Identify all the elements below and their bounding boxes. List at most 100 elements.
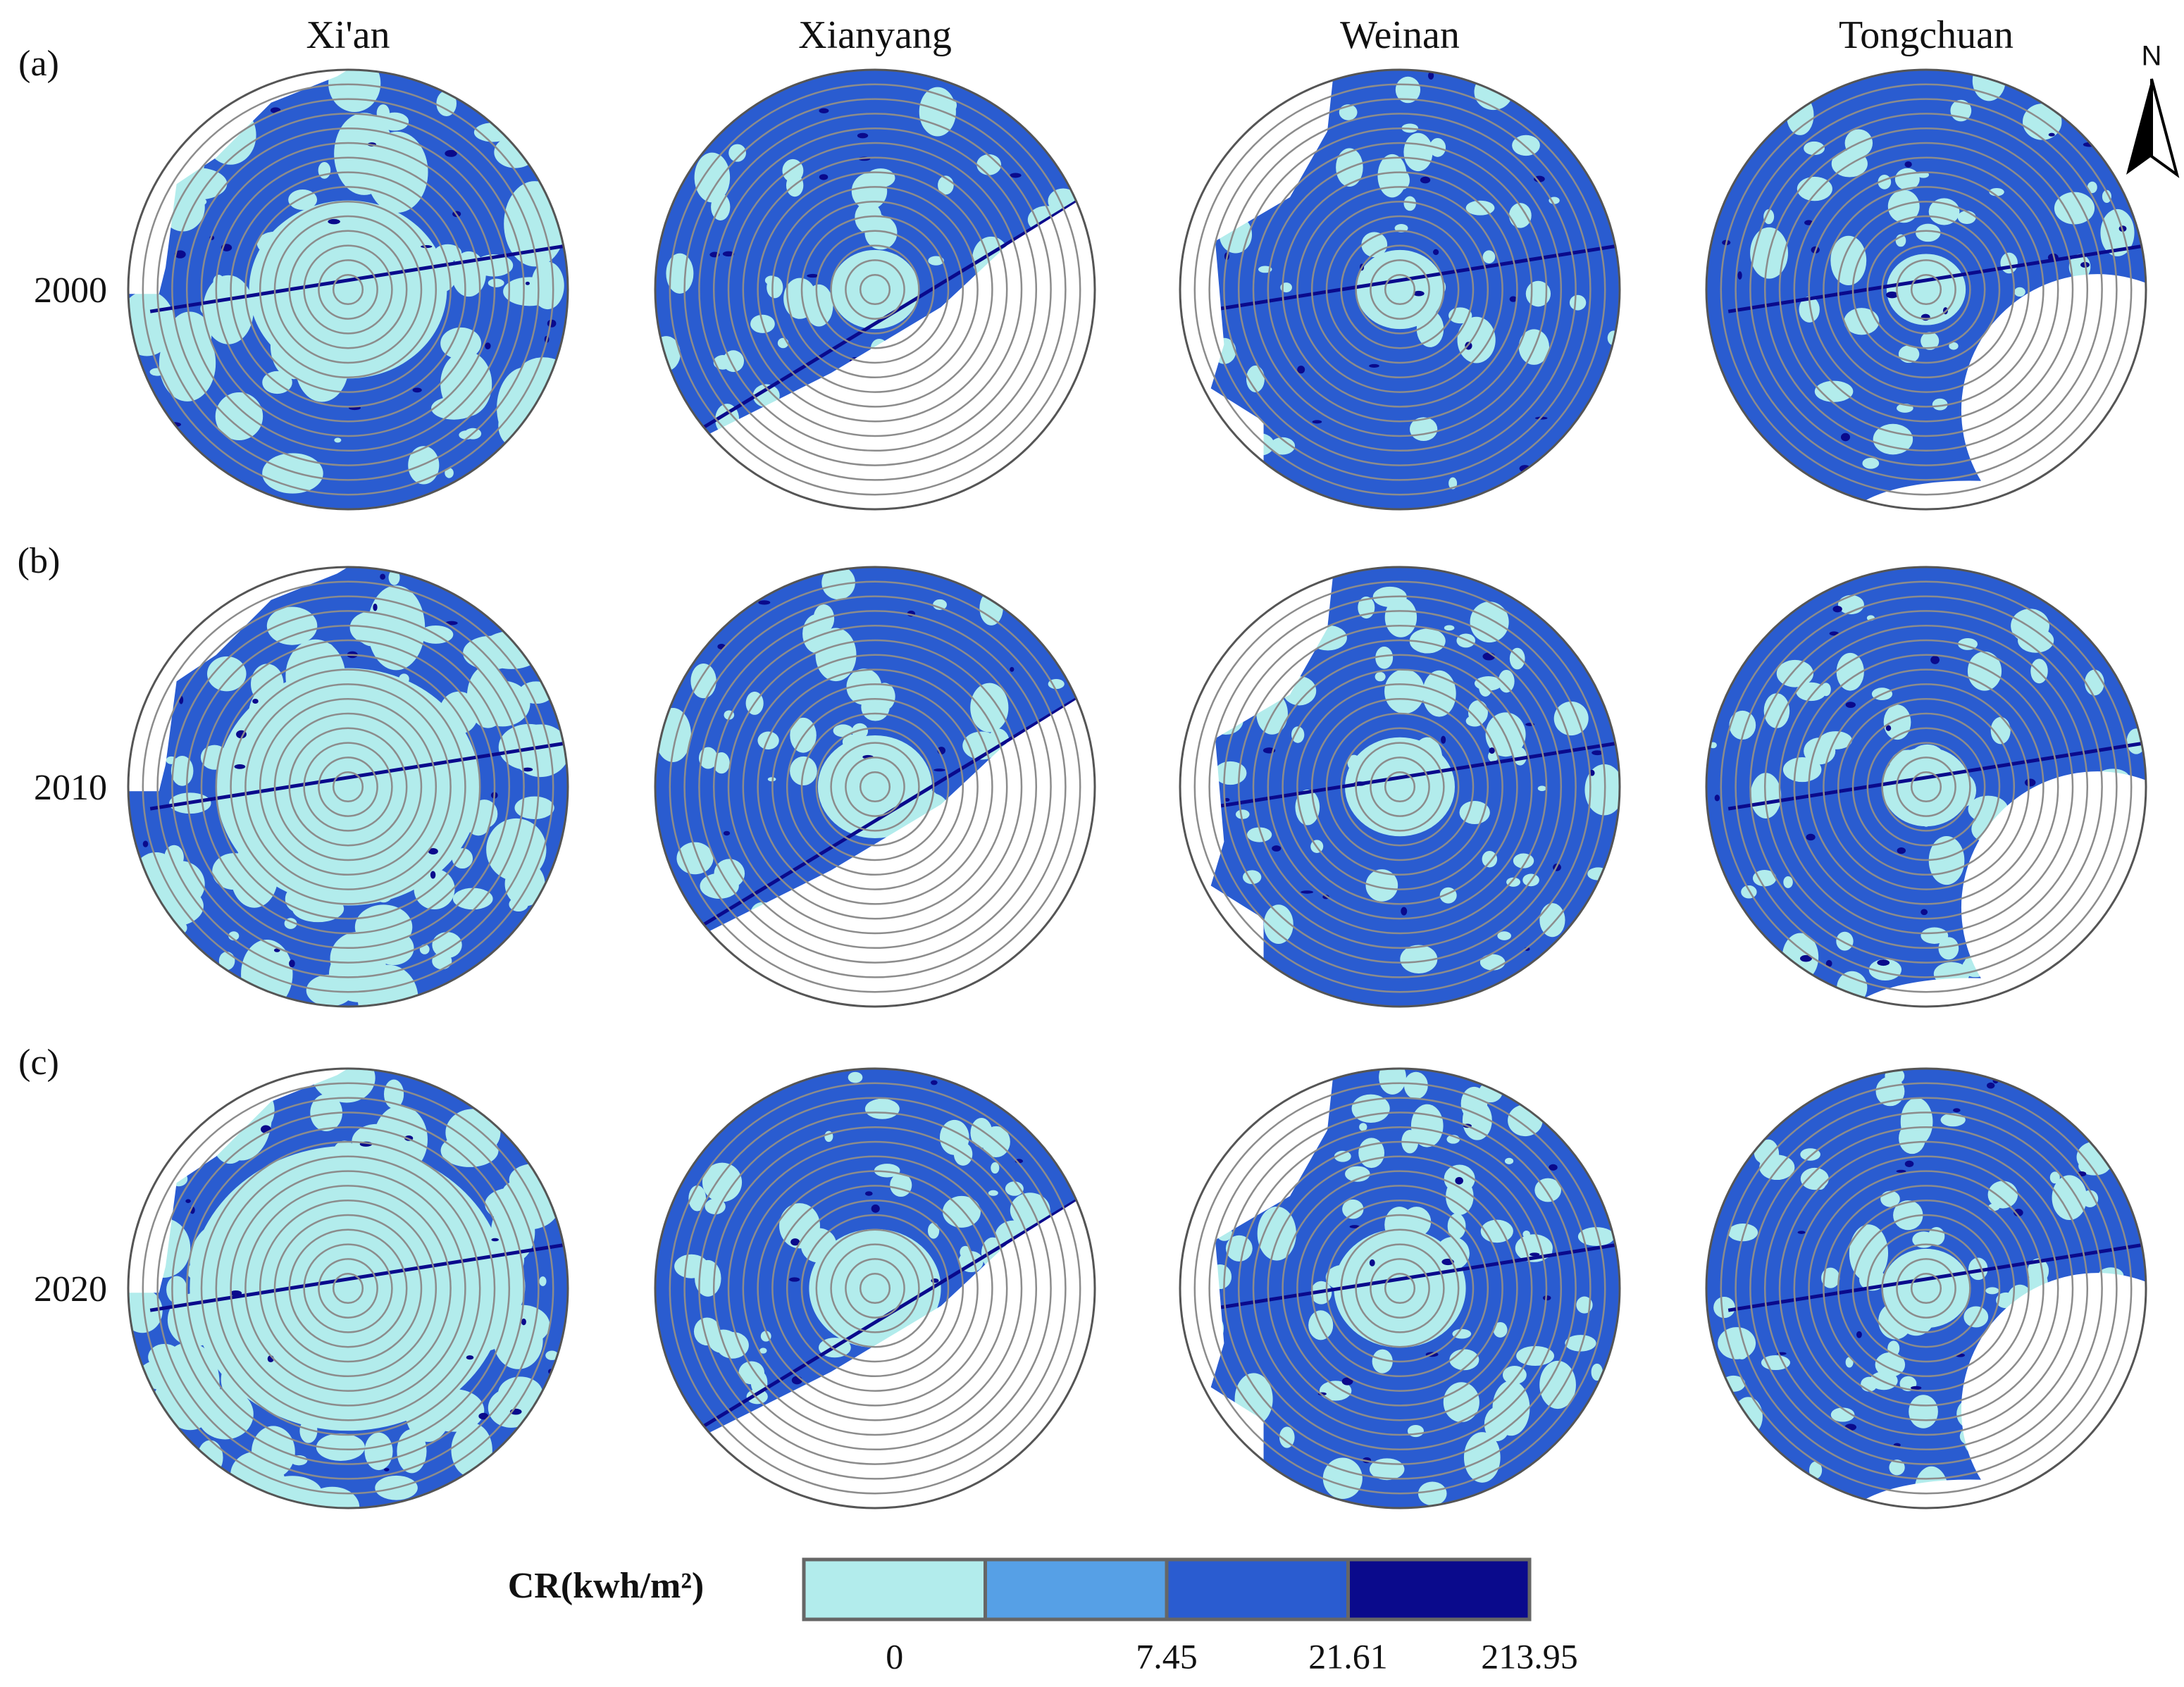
ring xyxy=(1823,683,2030,890)
dark-river xyxy=(1201,741,1620,811)
light-patch xyxy=(1830,235,1867,286)
light-patch xyxy=(452,848,473,869)
ring xyxy=(1720,580,2133,993)
light-patch xyxy=(1763,209,1775,225)
light-patch xyxy=(1384,1207,1415,1243)
light-patch xyxy=(2054,192,2095,225)
light-patch xyxy=(848,1071,863,1083)
legend-swatch xyxy=(1346,1557,1532,1621)
ring xyxy=(1370,1258,1430,1319)
map-outline xyxy=(1705,68,2147,511)
light-patch xyxy=(2085,669,2104,696)
map-panel xyxy=(1706,1069,2146,1508)
ring xyxy=(318,259,378,320)
dark-patch xyxy=(430,871,436,879)
ring xyxy=(259,697,438,876)
dark-patch xyxy=(383,1468,390,1471)
light-patch xyxy=(363,733,384,746)
light-patch xyxy=(1820,683,1831,697)
dark-patch xyxy=(1369,1259,1375,1266)
ring xyxy=(1384,273,1416,306)
light-patch xyxy=(364,1432,393,1471)
dark-patch xyxy=(1930,655,1940,664)
light-patch xyxy=(1987,1181,2018,1209)
light-patch xyxy=(759,1347,767,1354)
ring xyxy=(1296,1185,1503,1392)
north-label: N xyxy=(2142,41,2162,72)
ring xyxy=(1355,1243,1445,1333)
ring xyxy=(845,1258,905,1319)
light-patch xyxy=(1403,196,1416,211)
dark-patch xyxy=(1341,1377,1353,1386)
ring xyxy=(142,580,554,993)
light-patch xyxy=(1921,927,1949,944)
ring xyxy=(1340,230,1460,349)
dark-patch xyxy=(1592,750,1603,756)
dark-patch xyxy=(185,1199,191,1203)
dark-patch xyxy=(2024,778,2036,787)
light-patch xyxy=(287,828,336,852)
dark-patch xyxy=(428,848,438,855)
light-patch xyxy=(991,1162,1000,1174)
light-patch xyxy=(418,1188,454,1228)
light-patch xyxy=(1246,365,1265,392)
ring xyxy=(683,1097,1067,1480)
outside-area xyxy=(1849,1479,2091,1508)
ring xyxy=(1851,215,2001,364)
ring xyxy=(215,1155,481,1421)
light-patch xyxy=(1365,869,1398,902)
ring xyxy=(1763,127,2089,452)
ring xyxy=(727,639,1023,935)
ring xyxy=(859,273,891,306)
light-patch xyxy=(245,1226,279,1247)
ring xyxy=(1296,683,1503,890)
dark-patch xyxy=(1896,1169,1906,1173)
ring xyxy=(171,1112,525,1465)
light-patch xyxy=(471,1336,500,1351)
ring xyxy=(1896,1258,1956,1319)
light-patch xyxy=(1990,716,2011,745)
light-patch xyxy=(694,152,731,203)
light-patch xyxy=(168,311,212,361)
ring xyxy=(1866,1228,1986,1348)
dark-river xyxy=(1727,244,2146,313)
light-patch xyxy=(1498,669,1515,693)
light-patch xyxy=(459,430,475,440)
ring xyxy=(1881,742,1971,832)
light-patch xyxy=(1923,782,1940,791)
dark-patch xyxy=(289,959,295,968)
ring xyxy=(698,113,1052,466)
dark-patch xyxy=(525,281,530,285)
light-patch xyxy=(1887,189,1920,223)
light-patch xyxy=(262,453,323,494)
light-patch xyxy=(334,249,357,263)
light-patch xyxy=(700,873,739,899)
ring xyxy=(1193,83,1606,496)
light-patch xyxy=(1362,770,1389,797)
ring xyxy=(1808,171,2045,408)
urban-core xyxy=(831,249,919,330)
light-patch xyxy=(1783,876,1793,888)
light-patch xyxy=(833,724,854,737)
column-title: Xianyang xyxy=(798,13,952,57)
ring xyxy=(1370,259,1430,320)
light-patch xyxy=(349,1076,369,1088)
light-patch xyxy=(1539,903,1565,938)
light-patch xyxy=(292,1237,333,1264)
dark-patch xyxy=(1224,797,1230,802)
light-patch xyxy=(1873,423,1913,455)
light-patch xyxy=(1422,670,1456,717)
dark-patch xyxy=(1432,249,1439,256)
light-patch xyxy=(728,144,746,162)
outside-area xyxy=(655,687,1095,1007)
dark-patch xyxy=(1455,1176,1463,1185)
light-patch xyxy=(1553,701,1589,736)
ring xyxy=(230,171,466,408)
outside-area xyxy=(1180,1069,1334,1508)
light-patch xyxy=(1493,1321,1508,1338)
light-patch xyxy=(1417,1481,1447,1506)
ring xyxy=(1881,1243,1971,1333)
light-patch xyxy=(1372,1349,1393,1374)
dark-patch xyxy=(791,1376,802,1385)
dark-patch xyxy=(1953,1108,1961,1113)
